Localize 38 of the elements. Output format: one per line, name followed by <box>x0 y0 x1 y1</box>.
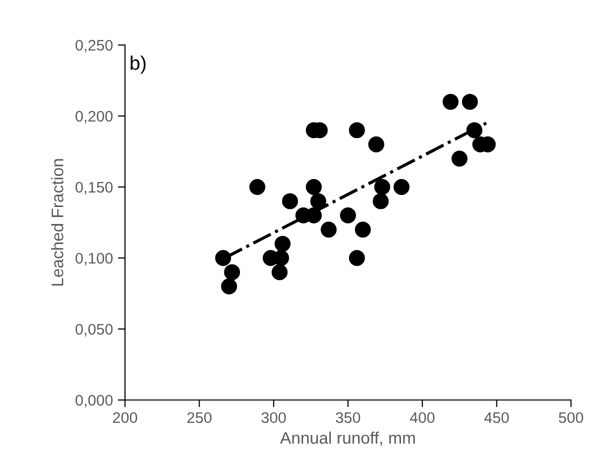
annotation: b) <box>130 56 146 74</box>
y-tick-label: 0,100 <box>76 252 113 266</box>
point <box>249 179 266 195</box>
point <box>221 278 238 294</box>
point <box>452 150 468 167</box>
y-tick-label: 0,050 <box>76 324 113 336</box>
y-axis-title: Leached Fraction <box>51 159 64 286</box>
point <box>348 250 365 266</box>
y-tick-label: 0,200 <box>76 110 113 124</box>
y-tick-label: 0,150 <box>76 182 113 194</box>
x-tick-label: 250 <box>187 412 212 424</box>
x-tick-label: 300 <box>262 412 286 424</box>
point <box>348 122 365 138</box>
x-tick-label: 200 <box>113 412 138 424</box>
point <box>372 193 389 210</box>
point <box>374 179 390 195</box>
point <box>442 94 459 110</box>
x-tick-label: 500 <box>558 412 584 424</box>
point <box>224 264 240 280</box>
y-tick-label: 0,000 <box>76 394 113 408</box>
x-tick-label: 450 <box>484 412 509 424</box>
point <box>215 250 232 266</box>
point <box>462 94 478 110</box>
point <box>274 236 291 252</box>
y-tick-label: 0,250 <box>76 40 113 52</box>
point <box>306 179 322 195</box>
point <box>340 207 356 224</box>
point <box>466 122 482 138</box>
point <box>394 179 410 195</box>
point <box>282 193 298 210</box>
point <box>368 136 384 152</box>
x-tick-label: 400 <box>410 412 434 424</box>
point <box>272 264 288 280</box>
point <box>354 222 371 238</box>
point <box>310 193 326 210</box>
point <box>320 222 337 238</box>
x-tick-label: 350 <box>336 412 360 424</box>
x-axis-title: Annual runoff, mm <box>280 432 415 446</box>
